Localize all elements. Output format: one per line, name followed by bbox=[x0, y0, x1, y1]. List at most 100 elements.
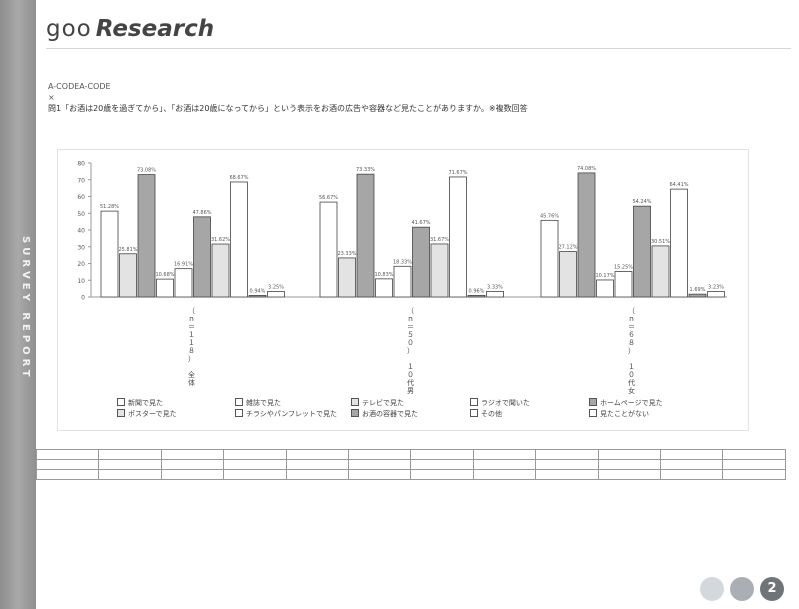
page-indicator: 2 bbox=[700, 575, 796, 603]
bar bbox=[119, 253, 137, 298]
data-label: 64.41% bbox=[669, 182, 688, 188]
data-label: 51.28% bbox=[100, 204, 119, 210]
table-cell bbox=[348, 449, 412, 460]
category-label: ５ bbox=[407, 331, 414, 339]
data-label: 25.81% bbox=[118, 247, 137, 253]
legend-swatch bbox=[235, 398, 243, 406]
legend-swatch bbox=[470, 398, 478, 406]
data-label: 47.86% bbox=[192, 210, 211, 216]
legend-label: チラシやパンフレットで見た bbox=[246, 410, 337, 418]
legend-label: お酒の容器で見た bbox=[362, 410, 418, 418]
table-cell bbox=[348, 469, 412, 480]
legend-swatch bbox=[235, 409, 243, 417]
legend-swatch bbox=[351, 398, 359, 406]
data-label: 0.96% bbox=[469, 288, 485, 294]
table-cell bbox=[597, 449, 662, 460]
category-label: ０ bbox=[628, 371, 635, 379]
data-label: 45.76% bbox=[540, 213, 559, 219]
table-cell bbox=[35, 459, 100, 470]
legend-label: ラジオで聞いた bbox=[481, 399, 530, 407]
data-label: 73.08% bbox=[137, 168, 156, 174]
bar bbox=[577, 172, 596, 298]
data-label: 10.68% bbox=[155, 272, 174, 278]
legend-swatch bbox=[470, 409, 478, 417]
question-cross-symbol: × bbox=[48, 93, 55, 102]
category-label: １ bbox=[407, 363, 414, 371]
category-label: ｎ bbox=[407, 315, 414, 323]
category-label: ＝ bbox=[407, 323, 414, 331]
category-label: ０ bbox=[407, 371, 414, 379]
data-label: 41.67% bbox=[411, 220, 430, 226]
legend-label: ポスターで見た bbox=[128, 410, 177, 418]
data-label: 30.51% bbox=[651, 239, 670, 245]
category-label: ｎ bbox=[628, 315, 635, 323]
category-label: １ bbox=[188, 331, 195, 339]
table-cell bbox=[660, 469, 724, 480]
legend-label: 雑誌で見た bbox=[246, 399, 281, 407]
table-row bbox=[35, 449, 786, 460]
bar bbox=[137, 174, 156, 298]
legend-item: 雑誌で見た bbox=[235, 398, 281, 408]
legend-item: 新聞で見た bbox=[117, 398, 163, 408]
table-cell bbox=[660, 459, 724, 470]
table-cell bbox=[535, 469, 599, 480]
table-row bbox=[35, 459, 786, 470]
table-cell bbox=[98, 459, 162, 470]
legend-item: ホームページで見た bbox=[589, 398, 663, 408]
legend-swatch bbox=[589, 409, 597, 417]
data-label: 73.33% bbox=[356, 167, 375, 173]
legend-item: その他 bbox=[470, 409, 502, 419]
legend-swatch bbox=[117, 409, 125, 417]
question-text: 問1「お酒は20歳を過ぎてから」、「お酒は20歳になってから」という表示をお酒の… bbox=[48, 104, 528, 113]
legend-item: お酒の容器で見た bbox=[351, 409, 418, 419]
category-label: １ bbox=[188, 339, 195, 347]
table-cell bbox=[660, 449, 724, 460]
y-tick-label: 20 bbox=[77, 261, 85, 268]
data-label: 27.12% bbox=[558, 245, 577, 251]
data-label: 18.33% bbox=[393, 259, 412, 265]
category-label: １ bbox=[628, 363, 635, 371]
data-label: 71.67% bbox=[448, 170, 467, 176]
table-cell bbox=[535, 459, 599, 470]
table-cell bbox=[285, 459, 350, 470]
data-label: 56.67% bbox=[319, 195, 338, 201]
legend-label: 見たことがない bbox=[600, 410, 649, 418]
data-label: 74.08% bbox=[577, 166, 596, 172]
bar bbox=[688, 293, 707, 298]
table-cell bbox=[597, 469, 662, 480]
bar bbox=[230, 181, 248, 298]
table-row bbox=[35, 469, 786, 480]
legend-item: 見たことがない bbox=[589, 409, 649, 419]
bar bbox=[174, 268, 193, 298]
category-label: ） bbox=[188, 355, 195, 363]
legend-swatch bbox=[117, 398, 125, 406]
bar bbox=[193, 216, 211, 298]
data-label: 3.25% bbox=[268, 285, 284, 291]
category-label: ８ bbox=[628, 339, 635, 347]
bar bbox=[319, 201, 338, 298]
y-tick-label: 30 bbox=[77, 244, 85, 251]
category-label: ６ bbox=[628, 331, 635, 339]
legend-label: テレビで見た bbox=[362, 399, 404, 407]
y-tick-label: 10 bbox=[77, 278, 85, 285]
legend-item: チラシやパンフレットで見た bbox=[235, 409, 337, 419]
table-cell bbox=[722, 449, 786, 460]
table-cell bbox=[160, 449, 225, 460]
category-label: （ bbox=[188, 307, 195, 315]
bar bbox=[486, 291, 504, 298]
legend-item: ラジオで聞いた bbox=[470, 398, 530, 408]
bar bbox=[670, 188, 688, 298]
y-tick-label: 0 bbox=[81, 295, 85, 302]
data-label: 15.25% bbox=[614, 264, 633, 270]
data-label: 0.94% bbox=[250, 288, 266, 294]
table-cell bbox=[223, 449, 287, 460]
legend-item: テレビで見た bbox=[351, 398, 404, 408]
goo-research-logo: goo Research bbox=[46, 16, 214, 42]
category-label: ＝ bbox=[628, 323, 635, 331]
bar bbox=[156, 278, 174, 298]
legend-item: ポスターで見た bbox=[117, 409, 177, 419]
data-label: 31.67% bbox=[430, 237, 449, 243]
table-cell bbox=[410, 469, 474, 480]
category-label: 女 bbox=[628, 386, 635, 394]
table-cell bbox=[410, 459, 474, 470]
